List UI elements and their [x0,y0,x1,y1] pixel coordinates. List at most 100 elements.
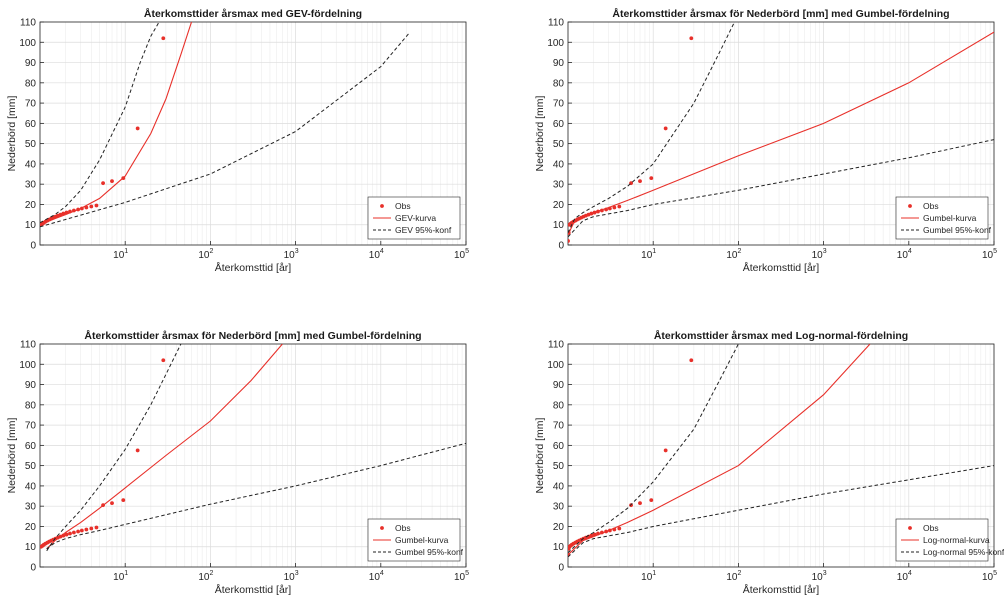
y-tick-label: 30 [25,180,37,191]
data-point [617,204,622,209]
x-tick-label: 101 [113,570,128,583]
data-point [110,501,114,506]
y-tick-label: 40 [25,159,37,170]
x-tick-label: 105 [982,570,997,583]
x-tick-label: 102 [726,248,741,261]
x-axis-label: Återkomsttid [år] [215,261,292,274]
y-tick-label: 40 [553,481,565,492]
x-tick-label: 105 [454,248,469,261]
y-tick-label: 0 [30,241,36,252]
y-tick-label: 50 [553,139,565,150]
y-tick-label: 70 [25,99,37,110]
chart-title: Återkomsttider årsmax med GEV-fördelning [144,7,362,20]
y-tick-label: 60 [25,441,37,452]
data-point [638,501,642,506]
x-axis-label: Återkomsttid [år] [743,261,820,274]
series-layer [568,22,994,243]
y-tick-label: 90 [553,380,565,391]
x-axis-label: Återkomsttid [år] [743,583,820,596]
y-tick-label: 20 [553,200,565,211]
data-point [79,528,84,533]
data-point [663,448,668,453]
data-point [689,358,694,363]
y-tick-label: 0 [30,563,36,574]
y-tick-label: 40 [553,159,565,170]
data-point [89,526,94,531]
fit-curve-line [568,344,871,556]
x-tick-label: 104 [897,570,912,583]
y-tick-label: 0 [558,563,564,574]
y-tick-label: 40 [25,481,37,492]
confidence-line [46,442,466,550]
y-tick-label: 50 [25,461,37,472]
legend: Obs GEV-kurva GEV 95%-konf [367,196,461,240]
x-tick-label: 103 [284,248,299,261]
series-layer [40,22,411,228]
y-tick-label: 110 [20,340,36,351]
confidence-line [40,31,411,228]
y-tick-label: 90 [25,58,37,69]
y-tick-label: 20 [25,200,37,211]
y-tick-label: 20 [25,522,37,533]
data-point [68,531,72,536]
y-tick-label: 10 [553,220,565,231]
data-point [638,179,642,184]
legend: Obs Gumbel-kurva Gumbel 95%-konf [895,196,992,240]
x-tick-label: 102 [198,248,213,261]
y-tick-label: 60 [553,119,565,130]
data-point [121,498,126,502]
legend-entry: Obs [395,201,411,211]
y-tick-label: 100 [547,38,564,49]
data-point [135,448,140,453]
data-point [72,530,76,535]
y-tick-label: 10 [25,220,37,231]
chart-title: Återkomsttider årsmax med Log-normal-för… [654,329,908,342]
y-tick-label: 110 [20,18,36,29]
data-point [58,212,63,217]
x-tick-label: 104 [369,248,384,261]
data-point [649,498,654,502]
y-tick-label: 80 [553,78,565,89]
y-tick-label: 110 [548,18,564,29]
data-point [94,203,99,208]
y-tick-label: 60 [553,441,565,452]
legend-entry: GEV 95%-konf [395,225,452,235]
y-tick-label: 70 [553,421,565,432]
y-tick-label: 30 [553,180,565,191]
data-point [649,176,654,181]
x-tick-label: 102 [198,570,213,583]
axes-box [39,21,467,246]
y-axis-label: Nederbörd [mm] [534,417,546,493]
data-point [689,36,694,41]
axes-box [567,21,995,246]
y-tick-label: 10 [553,542,565,553]
chart-title: Återkomsttider årsmax för Nederbörd [mm]… [612,7,949,20]
y-tick-label: 30 [553,502,565,513]
fit-curve-line [46,344,283,550]
y-tick-label: 80 [553,400,565,411]
series-layer [40,344,466,552]
x-tick-label: 104 [369,570,384,583]
chart-panel-1: 0 10 20 30 40 50 60 70 80 90 100 110 101 102 103 104 105… [6,7,469,274]
chart-title: Återkomsttider årsmax för Nederbörd [mm]… [84,329,421,342]
legend-entry: Gumbel 95%-konf [923,225,992,235]
x-tick-label: 105 [982,248,997,261]
x-tick-label: 102 [726,570,741,583]
data-point [161,358,166,363]
data-point [110,179,114,184]
y-tick-label: 110 [548,340,564,351]
axes-box [567,343,995,568]
x-tick-label: 104 [897,248,912,261]
data-point [101,181,105,186]
x-tick-label: 103 [812,570,827,583]
data-point [76,529,80,534]
legend-marker [380,204,384,208]
y-tick-label: 10 [25,542,37,553]
data-point [663,126,668,131]
legend-entry: Obs [923,201,939,211]
data-point [612,205,617,210]
y-tick-label: 70 [553,99,565,110]
data-point [161,36,166,41]
fit-curve-line [568,31,994,236]
